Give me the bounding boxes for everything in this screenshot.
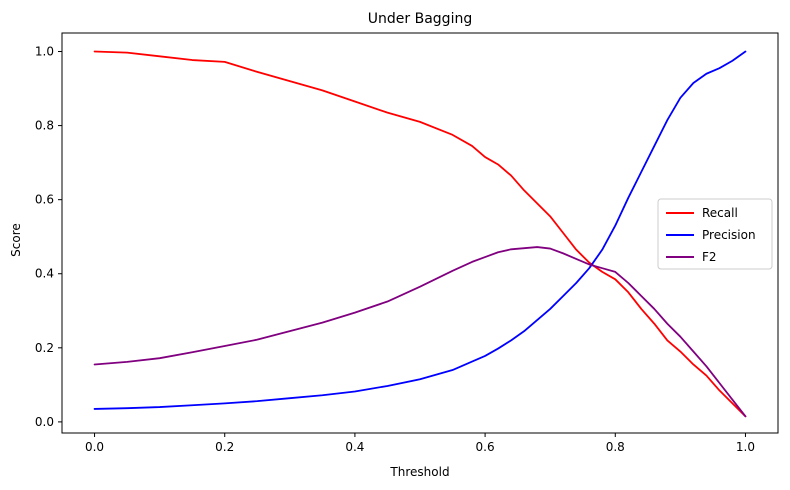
x-tick-label: 0.0 <box>85 440 104 454</box>
plot-area: 0.0 0.2 0.4 0.6 0.8 1.0 0.0 0.2 0.4 0.6 0.8 1.0 <box>35 32 779 454</box>
series-line-recall <box>93 50 747 418</box>
y-axis-label: Score <box>9 223 23 257</box>
chart-title: Under Bagging <box>368 11 472 27</box>
y-tick-label: 0.0 <box>35 415 54 429</box>
series-line-f2 <box>93 246 747 418</box>
legend-box <box>657 198 773 270</box>
legend-label-recall: Recall <box>702 206 738 220</box>
y-tick-label: 0.4 <box>35 267 54 281</box>
x-tick-label: 0.4 <box>345 440 364 454</box>
x-tick-label: 1.0 <box>736 440 755 454</box>
y-tick-label: 1.0 <box>35 45 54 59</box>
x-tick-label: 0.2 <box>215 440 234 454</box>
legend-label-precision: Precision <box>702 228 756 242</box>
y-tick-label: 0.6 <box>35 193 54 207</box>
legend-label-f2: F2 <box>702 250 717 264</box>
x-tick-label: 0.6 <box>476 440 495 454</box>
y-tick-label: 0.8 <box>35 119 54 133</box>
y-tick-label: 0.2 <box>35 341 54 355</box>
legend: Recall Precision F2 <box>657 198 773 270</box>
x-tick-label: 0.8 <box>606 440 625 454</box>
series-line-precision <box>93 50 747 410</box>
x-axis-label: Threshold <box>389 465 449 479</box>
axes-frame <box>61 32 779 434</box>
